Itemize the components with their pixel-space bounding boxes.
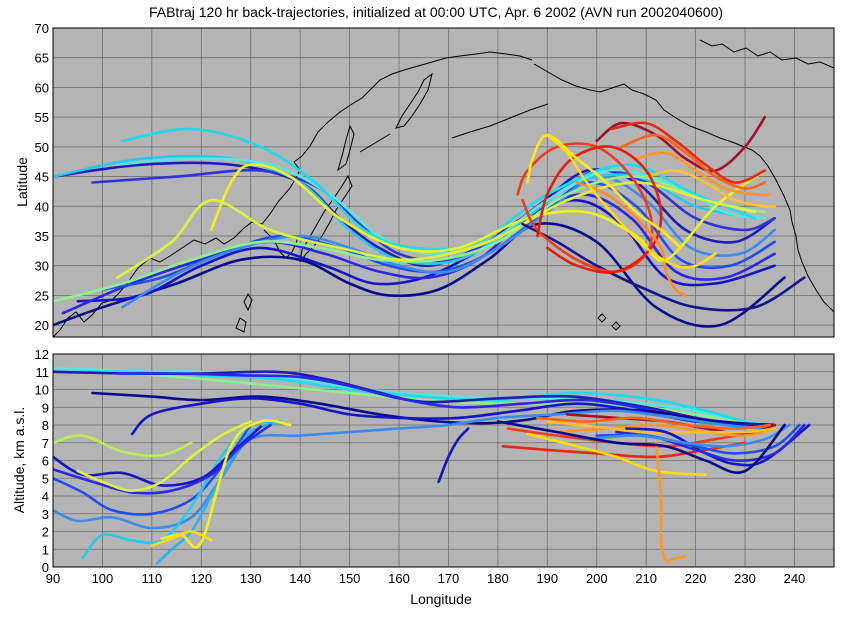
y-tick-label: 5 [42,471,49,486]
asia-coastline [53,51,533,337]
x-tick-label: 190 [536,571,558,586]
y-tick-label: 40 [35,199,49,214]
altitude-plot-frame [52,353,835,568]
x-tick-label: 100 [92,571,114,586]
x-tick-label: 130 [240,571,262,586]
altitude-trajectories [53,366,811,565]
x-tick-label: 160 [388,571,410,586]
trajectory-line-17 [150,530,213,547]
map-panel: 20 25 30 35 40 45 50 55 60 65 70 Latitude [14,21,835,338]
trajectory-line-30 [585,423,791,448]
trajectory-line-11 [53,175,767,303]
y-tick-label: 11 [36,365,50,380]
x-tick-label: 200 [586,571,608,586]
y-tick-label: 35 [35,229,49,244]
trajectory-line-1 [53,366,776,427]
trajectory-line-19 [644,169,776,209]
y-tick-label: 30 [35,259,49,274]
trajectory-line-26 [654,441,687,563]
trajectory-line-21 [536,145,663,274]
trajectory-line-3 [61,193,776,315]
y-tick-label: 45 [35,170,49,185]
map-y-tick-labels: 20 25 30 35 40 45 50 55 60 65 70 [35,21,49,333]
trajectory-line-16 [610,121,767,184]
trajectory-line-15 [595,115,767,173]
philippines-coastline [235,317,247,333]
y-tick-label: 7 [42,436,49,451]
x-tick-label: 90 [46,571,60,586]
trajectory-line-24 [526,432,707,476]
y-tick-label: 8 [42,418,49,433]
longitude-x-tick-labels: 90 100 110 120 130 140 150 160 170 180 190 200 210 22… [46,571,806,586]
trajectory-line-18 [635,151,771,197]
alaska-coastline [533,63,834,313]
y-tick-label: 6 [42,454,49,469]
trajectory-line-22 [536,416,771,430]
trajectory-line-7 [130,397,757,436]
trajectory-line-15 [53,434,193,458]
longitude-axis-label: Longitude [410,591,472,607]
y-tick-label: 55 [35,110,49,125]
trajectory-line-13 [53,423,272,495]
map-plot-background [53,28,834,337]
taiwan-coastline [243,293,253,312]
aleutian-coastline [451,103,549,139]
y-tick-label: 10 [35,383,49,398]
x-tick-label: 110 [141,571,162,586]
trajectory-line-14 [76,420,252,492]
map-trajectories [53,115,806,328]
x-tick-label: 230 [734,571,756,586]
canada-islands-coastline [699,39,834,69]
trajectory-line-11 [155,420,282,565]
map-plot-frame [52,27,835,338]
trajectory-line-12 [116,181,757,279]
trajectory-line-1 [53,222,786,328]
y-tick-label: 65 [35,51,49,66]
trajectory-line-22 [575,181,687,297]
x-tick-label: 140 [289,571,311,586]
y-tick-label: 12 [35,347,49,362]
x-tick-label: 220 [685,571,707,586]
y-tick-label: 9 [42,400,49,415]
y-tick-label: 70 [35,21,49,36]
kurile-coastline [359,133,391,153]
x-tick-label: 240 [784,571,806,586]
altitude-axis-label: Altitude, km a.s.l. [11,407,27,514]
trajectory-line-20 [516,142,654,273]
trajectory-line-18 [437,427,470,484]
y-tick-label: 3 [42,507,49,522]
trajectory-line-10 [120,127,757,251]
y-tick-label: 2 [42,525,49,540]
latitude-axis-label: Latitude [14,157,30,207]
y-tick-label: 60 [35,80,49,95]
trajectory-line-14 [521,222,806,312]
trajectory-line-9 [53,409,767,530]
x-tick-label: 150 [339,571,361,586]
trajectory-line-17 [620,133,767,190]
x-tick-label: 120 [190,571,212,586]
x-tick-label: 170 [438,571,460,586]
trajectory-line-23 [526,133,683,250]
y-tick-label: 1 [42,542,49,557]
trajectory-line-24 [546,133,717,269]
trajectory-line-25 [546,420,776,434]
x-tick-label: 210 [635,571,657,586]
trajectory-line-23 [555,423,776,437]
trajectory-line-31 [496,420,786,474]
sakhalin-coastline [337,124,355,172]
y-tick-label: 25 [35,288,49,303]
y-tick-label: 50 [35,140,49,155]
hawaii-coastline [597,313,621,331]
kamchatka-coastline [395,72,433,129]
y-tick-label: 0 [42,560,49,575]
figure-title: FABtraj 120 hr back-trajectories, initia… [149,4,723,20]
x-tick-label: 180 [487,571,509,586]
trajectory-line-6 [91,391,776,427]
y-tick-label: 4 [42,489,49,504]
trajectory-line-27 [625,423,811,467]
y-tick-label: 20 [35,318,49,333]
